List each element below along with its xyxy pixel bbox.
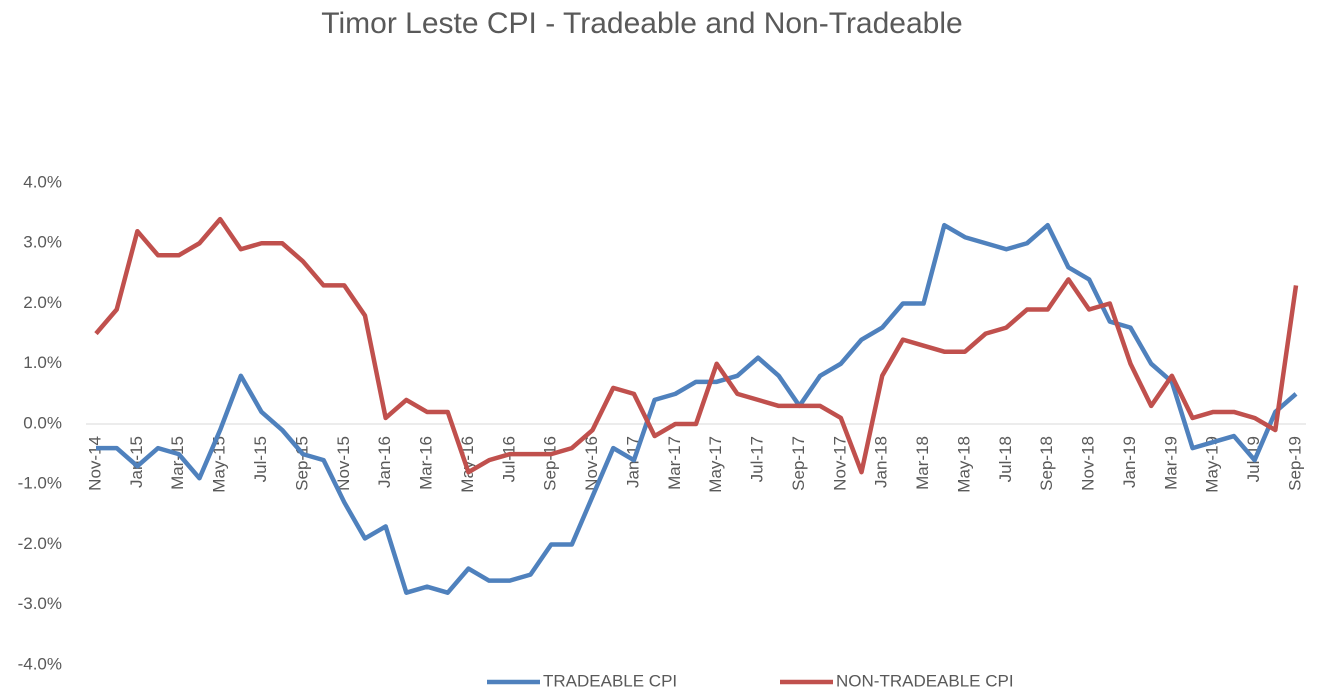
x-tick-label: Jan-16	[375, 436, 394, 488]
x-tick-label: Mar-18	[913, 436, 932, 490]
y-tick-label: 1.0%	[23, 353, 62, 372]
x-tick-label: May-19	[1203, 436, 1222, 493]
x-tick-label: Jan-19	[1120, 436, 1139, 488]
x-tick-label: Jul-16	[499, 436, 518, 482]
y-tick-label: -4.0%	[18, 654, 62, 673]
legend-label: NON-TRADEABLE CPI	[836, 671, 1014, 690]
y-tick-label: -3.0%	[18, 594, 62, 613]
x-tick-label: Mar-16	[417, 436, 436, 490]
x-tick-label: Sep-18	[1037, 436, 1056, 491]
series-line	[94, 216, 1299, 475]
y-tick-label: -1.0%	[18, 474, 62, 493]
x-tick-label: Jan-15	[127, 436, 146, 488]
x-tick-label: Jul-15	[251, 436, 270, 482]
x-tick-label: Sep-16	[541, 436, 560, 491]
series-line	[96, 222, 1298, 595]
y-tick-label: 0.0%	[23, 413, 62, 432]
y-tick-label: 4.0%	[23, 172, 62, 191]
x-tick-label: Mar-19	[1161, 436, 1180, 490]
y-tick-label: 2.0%	[23, 293, 62, 312]
chart-title: Timor Leste CPI - Tradeable and Non-Trad…	[321, 7, 962, 40]
x-tick-label: Sep-19	[1285, 436, 1304, 491]
x-tick-label: May-15	[210, 436, 229, 493]
y-tick-label: -2.0%	[18, 534, 62, 553]
y-tick-label: 3.0%	[23, 233, 62, 252]
x-tick-label: Nov-15	[334, 436, 353, 491]
x-tick-label: Nov-16	[582, 436, 601, 491]
x-tick-label: May-18	[954, 436, 973, 493]
x-tick-label: Jul-17	[748, 436, 767, 482]
x-tick-label: Nov-17	[830, 436, 849, 491]
x-tick-label: Jul-18	[996, 436, 1015, 482]
x-tick-label: Mar-15	[168, 436, 187, 490]
x-tick-label: Nov-14	[85, 436, 104, 491]
x-tick-label: Jan-18	[872, 436, 891, 488]
x-tick-label: Nov-18	[1079, 436, 1098, 491]
x-tick-label: Mar-17	[665, 436, 684, 490]
x-tick-label: Sep-17	[789, 436, 808, 491]
x-tick-label: May-17	[706, 436, 725, 493]
legend-label: TRADEABLE CPI	[543, 671, 677, 690]
